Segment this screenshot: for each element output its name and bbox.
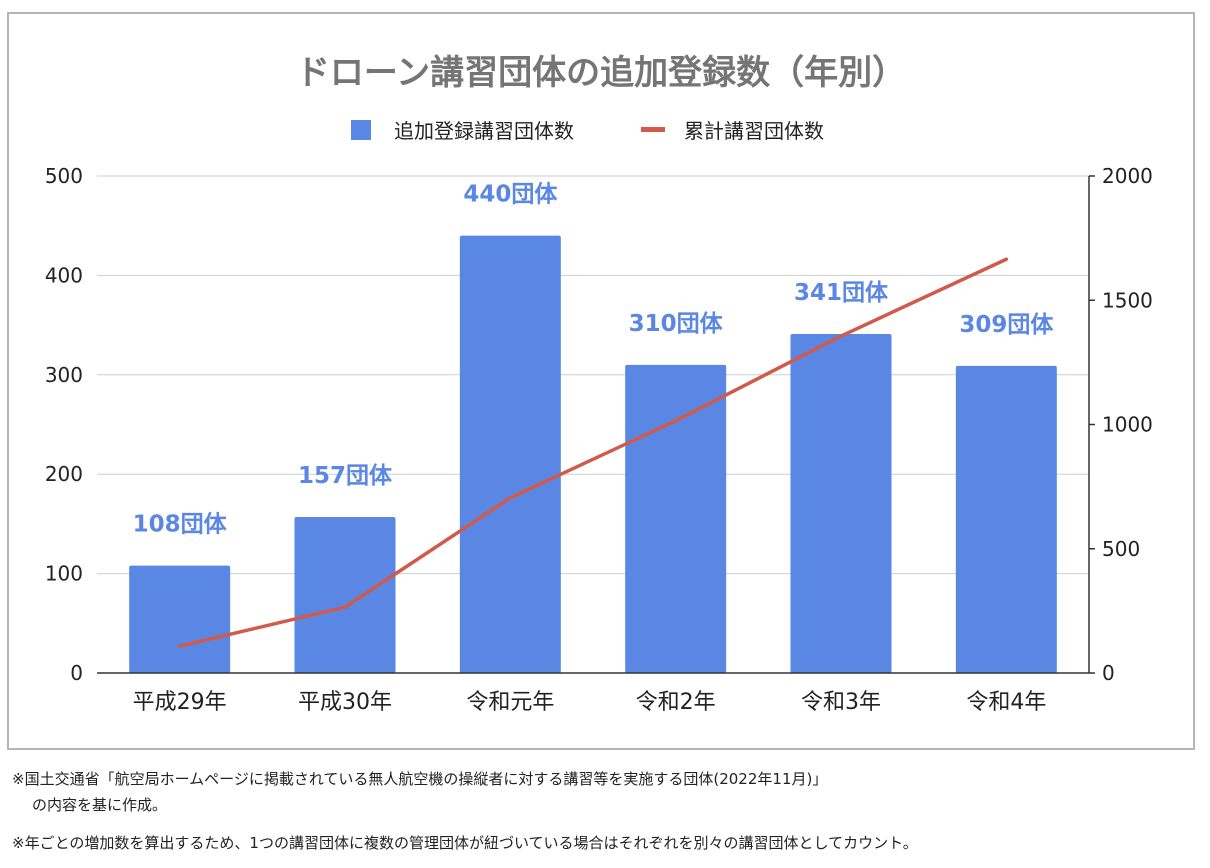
bar-label-6: 309団体 (959, 312, 1054, 338)
bar-data-labels: 108団体 157団体 440団体 310団体 341団体 309団体 (133, 182, 1055, 538)
left-tick-400: 400 (45, 263, 83, 287)
left-tick-200: 200 (45, 462, 83, 486)
left-tick-100: 100 (45, 562, 83, 586)
x-tick-1: 平成29年 (133, 690, 227, 715)
footnote-counting-method: ※年ごとの増加数を算出するため、1つの講習団体に複数の管理団体が紐づいている場合… (12, 834, 918, 852)
footnotes: ※国土交通省「航空局ホームページに掲載されている無人航空機の操縦者に対する講習等… (12, 766, 1202, 856)
bar-2 (294, 516, 396, 673)
left-tick-0: 0 (70, 661, 83, 685)
bar-label-4: 310団体 (629, 311, 724, 337)
bar-4 (625, 364, 727, 673)
x-tick-2: 平成30年 (298, 690, 392, 715)
x-tick-4: 令和2年 (636, 690, 716, 715)
right-tick-1000: 1000 (1102, 413, 1153, 437)
cumulative-line (177, 257, 1009, 648)
axes (97, 176, 1090, 674)
legend-swatch-bars (351, 120, 371, 140)
bar-label-1: 108団体 (133, 512, 228, 538)
legend-label-line: 累計講習団体数 (684, 119, 824, 143)
bar-1 (129, 565, 231, 673)
bar-6 (955, 365, 1057, 673)
x-tick-3: 令和元年 (466, 690, 554, 715)
bar-label-5: 341団体 (794, 280, 889, 306)
bar-3 (459, 235, 561, 673)
footnote-source: ※国土交通省「航空局ホームページに掲載されている無人航空機の操縦者に対する講習等… (12, 770, 828, 788)
right-tick-500: 500 (1102, 537, 1140, 561)
legend: 追加登録講習団体数 累計講習団体数 (351, 119, 824, 143)
right-tick-1500: 1500 (1102, 288, 1153, 312)
chart-title: ドローン講習団体の追加登録数（年別） (296, 53, 906, 93)
x-tick-5: 令和3年 (801, 690, 881, 715)
cumulative-line-layer (177, 257, 1009, 648)
legend-swatch-line (641, 127, 665, 132)
x-tick-6: 令和4年 (966, 690, 1046, 715)
gridlines (97, 175, 1089, 575)
bars (129, 235, 1057, 673)
bar-label-3: 440団体 (463, 182, 558, 208)
right-axis-ticks: 0 500 1000 1500 2000 (1089, 164, 1153, 685)
x-axis-ticks: 平成29年 平成30年 令和元年 令和2年 令和3年 令和4年 (133, 690, 1047, 715)
chart-frame: ドローン講習団体の追加登録数（年別） 追加登録講習団体数 累計講習団体数 108… (7, 12, 1195, 750)
bar-label-2: 157団体 (298, 463, 393, 489)
bar-5 (790, 334, 892, 673)
left-tick-500: 500 (45, 164, 83, 188)
footnote-source-continued: の内容を基に作成。 (32, 796, 168, 814)
left-axis-ticks: 0 100 200 300 400 500 (45, 164, 83, 685)
right-tick-0: 0 (1102, 661, 1115, 685)
right-tick-2000: 2000 (1102, 164, 1153, 188)
left-tick-300: 300 (45, 363, 83, 387)
drone-course-chart: ドローン講習団体の追加登録数（年別） 追加登録講習団体数 累計講習団体数 108… (45, 53, 1153, 715)
legend-label-bars: 追加登録講習団体数 (394, 119, 574, 143)
